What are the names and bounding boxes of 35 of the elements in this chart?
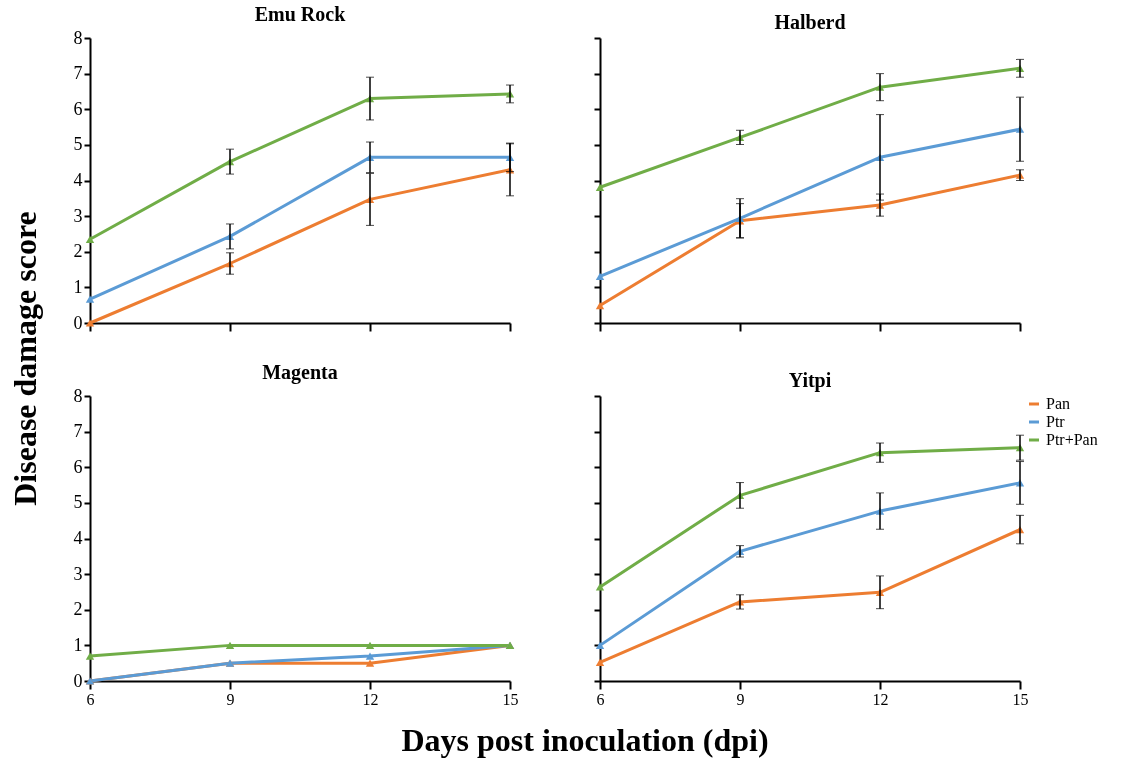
y-tick-label: 3 <box>73 563 83 584</box>
x-tick-label: 9 <box>736 690 745 708</box>
y-tick-label: 7 <box>73 63 83 84</box>
y-tick-label: 3 <box>73 205 83 226</box>
x-tick-label: 6 <box>596 690 605 708</box>
x-tick-label: 12 <box>872 690 889 708</box>
y-tick-label: 6 <box>73 456 83 477</box>
legend-label: Ptr <box>1046 413 1066 430</box>
x-tick-label: 15 <box>502 690 519 708</box>
chart-title: Emu Rock <box>254 3 347 25</box>
y-tick-label: 1 <box>73 276 83 297</box>
y-tick-label: 2 <box>73 241 83 262</box>
y-tick-label: 8 <box>73 385 83 406</box>
y-tick-label: 0 <box>73 670 83 691</box>
chart-title: Yitpi <box>788 369 832 392</box>
y-tick-label: 8 <box>73 27 83 48</box>
legend-label: Pan <box>1046 395 1070 412</box>
y-tick-label: 4 <box>73 170 83 190</box>
y-tick-label: 7 <box>73 421 83 442</box>
x-tick-label: 9 <box>226 690 235 708</box>
y-tick-label: 5 <box>73 492 83 513</box>
chart-title: Halberd <box>774 11 846 33</box>
x-tick-label: 15 <box>1012 690 1029 708</box>
y-tick-label: 0 <box>73 312 83 333</box>
y-axis-title: Disease damage score <box>6 210 44 508</box>
y-tick-label: 4 <box>73 528 83 548</box>
x-tick-label: 12 <box>362 690 379 708</box>
legend-label: Ptr+Pan <box>1046 431 1098 448</box>
y-tick-label: 2 <box>73 599 83 620</box>
y-tick-label: 6 <box>73 98 83 119</box>
x-tick-label: 6 <box>86 690 95 708</box>
y-tick-label: 5 <box>73 134 83 155</box>
x-axis-title: Days post inoculation (dpi) <box>400 722 770 759</box>
y-tick-label: 1 <box>73 634 83 655</box>
chart-title: Magenta <box>262 361 338 384</box>
